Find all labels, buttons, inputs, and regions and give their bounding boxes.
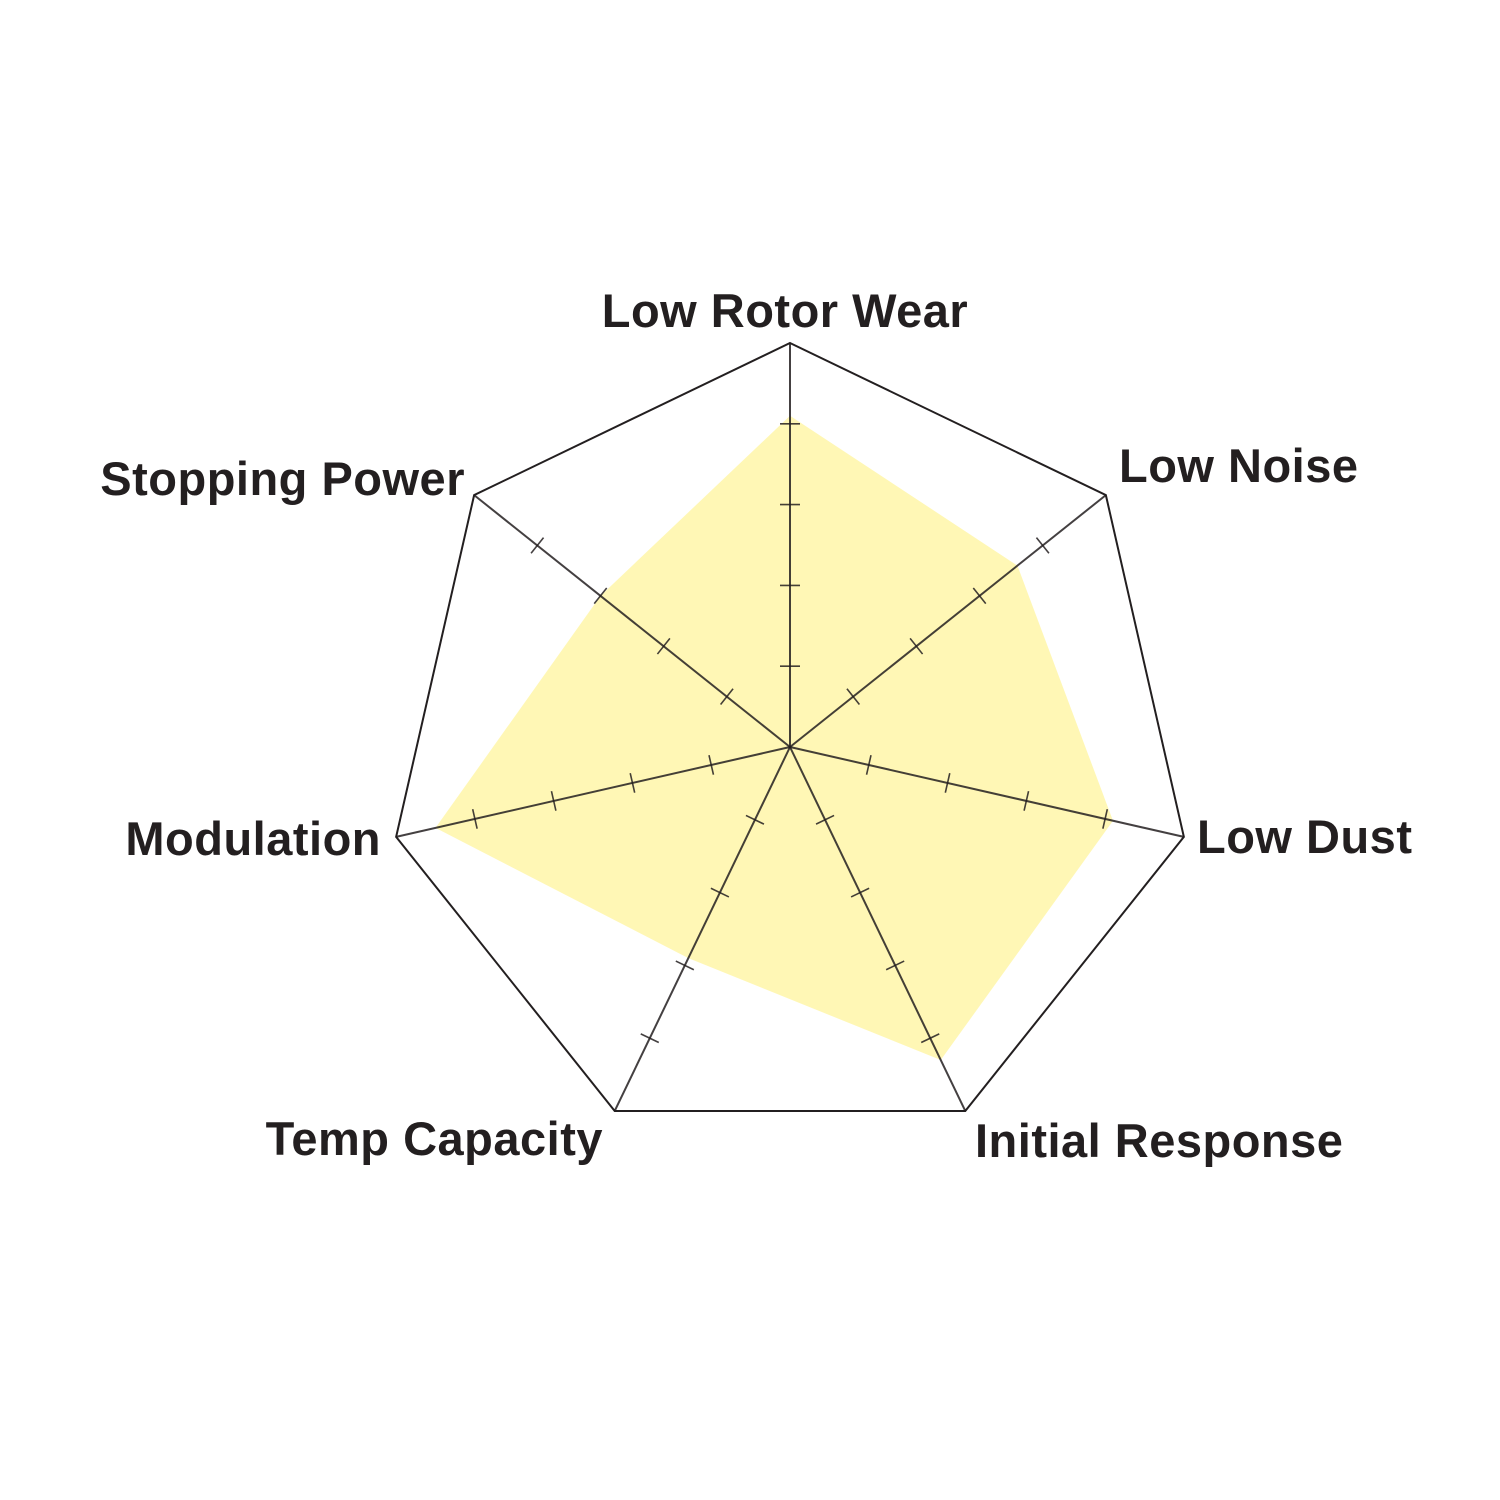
axis-tick xyxy=(815,814,835,825)
axis-tick xyxy=(972,587,987,605)
axis-label-initial-response: Initial Response xyxy=(975,1114,1343,1167)
axis-line xyxy=(613,746,791,1112)
axis-line xyxy=(789,746,1185,838)
axis-label-low-dust: Low Dust xyxy=(1197,810,1412,863)
axis-line xyxy=(789,494,1107,748)
axis-line xyxy=(395,746,791,838)
axis-tick xyxy=(885,960,905,971)
axis-label-temp-capacity: Temp Capacity xyxy=(266,1112,603,1165)
outer-heptagon xyxy=(395,341,1185,1112)
axis-tick xyxy=(865,755,872,775)
axis-tick xyxy=(530,537,545,554)
axis-tick xyxy=(846,688,861,705)
axis-tick xyxy=(656,637,671,655)
axis-tick xyxy=(719,688,734,705)
axis-tick xyxy=(471,808,478,829)
axis-tick xyxy=(708,755,715,775)
axis-tick xyxy=(710,887,730,898)
axis-label-low-noise: Low Noise xyxy=(1119,439,1359,492)
axis-tick xyxy=(745,814,765,825)
axis-tick xyxy=(640,1033,660,1044)
axis-label-modulation: Modulation xyxy=(125,812,381,865)
axis-label-low-rotor-wear: Low Rotor Wear xyxy=(602,284,968,337)
axis-tick xyxy=(944,773,951,793)
axis-tick xyxy=(1023,791,1030,811)
axis-tick xyxy=(675,960,695,971)
axis-tick xyxy=(920,1033,940,1044)
axis-label-stopping-power: Stopping Power xyxy=(100,452,465,505)
axis-line xyxy=(473,494,791,748)
axis-line xyxy=(789,746,967,1112)
data-area xyxy=(435,415,1113,1061)
axis-tick xyxy=(850,887,870,898)
axis-tick xyxy=(909,637,924,655)
axis-tick xyxy=(550,791,557,811)
axis-tick xyxy=(1102,808,1109,829)
axis-tick xyxy=(1035,537,1050,554)
axis-tick xyxy=(629,773,636,793)
axis-tick xyxy=(593,587,608,605)
